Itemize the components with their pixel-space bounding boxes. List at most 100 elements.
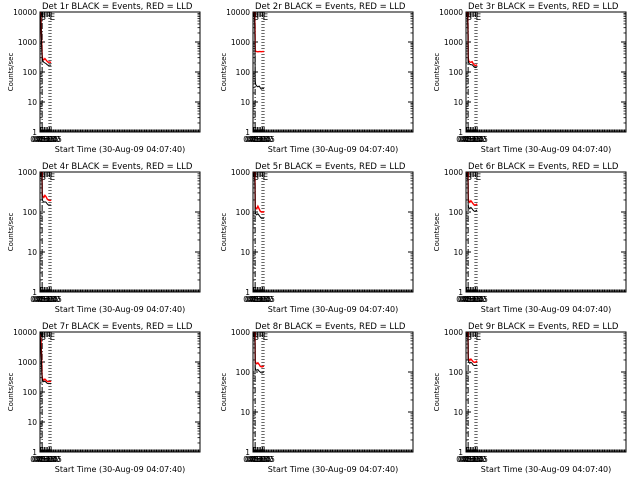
chart-title: Det 4r BLACK = Events, RED = LLD: [42, 162, 193, 172]
x-tick-label: 05:45: [40, 135, 62, 144]
start-marker: S: [40, 333, 46, 343]
chart-title: Det 3r BLACK = Events, RED = LLD: [468, 2, 619, 12]
x-tick-label: 05:00: [35, 135, 57, 144]
y-axis-label: Counts/sec: [220, 213, 228, 252]
y-axis-label: Counts/sec: [433, 213, 441, 252]
y-tick-label: 1: [32, 128, 37, 137]
y-tick-label: 100: [449, 368, 464, 377]
end-marker: E: [49, 333, 55, 343]
y-tick-label: 1: [458, 288, 463, 297]
end-marker: E: [475, 333, 481, 343]
chart-title: Det 2r BLACK = Events, RED = LLD: [255, 2, 406, 12]
x-tick-label: 04:15: [243, 455, 265, 464]
end-marker: E: [262, 173, 268, 183]
x-tick-label: 05:00: [35, 455, 57, 464]
y-tick-label: 100: [449, 68, 464, 77]
y-axis-label: Counts/sec: [433, 53, 441, 92]
end-marker: E: [49, 173, 55, 183]
y-axis-label: Counts/sec: [7, 53, 15, 92]
x-tick-label: 04:45: [34, 295, 56, 304]
x-axis-label: Start Time (30-Aug-09 04:07:40): [55, 305, 186, 314]
y-tick-label: 1000: [231, 328, 250, 337]
end-marker: E: [262, 13, 268, 23]
y-tick-label: 10: [27, 418, 37, 427]
y-axis-label: Counts/sec: [7, 373, 15, 412]
x-tick-label: 04:15: [456, 295, 478, 304]
start-marker: S: [253, 333, 259, 343]
y-tick-label: 10: [27, 248, 37, 257]
x-tick-label: 05:30: [252, 455, 274, 464]
y-tick-label: 100: [236, 208, 251, 217]
x-tick-label: 04:30: [32, 135, 54, 144]
det-chart-9: Det 9r BLACK = Events, RED = LLD 1 10 100 10…: [433, 322, 627, 474]
y-tick-label: 1000: [444, 328, 463, 337]
chart-title: Det 6r BLACK = Events, RED = LLD: [468, 162, 619, 172]
x-tick-label: 04:30: [245, 455, 267, 464]
end-marker: E: [262, 333, 268, 343]
y-tick-label: 10: [453, 408, 463, 417]
y-axis-label: Counts/sec: [7, 213, 15, 252]
x-tick-label: 05:45: [40, 295, 62, 304]
start-marker: S: [40, 173, 46, 183]
x-tick-label: 04:30: [458, 455, 480, 464]
x-tick-label: 05:15: [37, 135, 59, 144]
start-marker: S: [253, 173, 259, 183]
x-tick-label: 05:45: [253, 135, 275, 144]
x-tick-label: 04:45: [460, 455, 482, 464]
x-tick-label: 05:15: [37, 295, 59, 304]
y-tick-label: 1000: [231, 168, 250, 177]
y-tick-label: 10000: [226, 8, 250, 17]
x-tick-label: 05:30: [465, 135, 487, 144]
chart-title: Det 1r BLACK = Events, RED = LLD: [42, 2, 193, 12]
x-tick-label: 04:45: [247, 455, 269, 464]
start-marker: S: [466, 333, 472, 343]
x-tick-label: 04:15: [456, 135, 478, 144]
y-tick-label: 1: [245, 288, 250, 297]
y-tick-label: 100: [236, 368, 251, 377]
y-tick-label: 100: [23, 208, 38, 217]
x-tick-label: 05:15: [463, 135, 485, 144]
y-tick-label: 10: [453, 248, 463, 257]
x-tick-label: 04:45: [460, 295, 482, 304]
x-tick-label: 05:30: [252, 135, 274, 144]
x-tick-label: 04:30: [458, 295, 480, 304]
x-tick-label: 05:15: [250, 295, 272, 304]
x-tick-label: 05:45: [40, 455, 62, 464]
det-chart-1: Det 1r BLACK = Events, RED = LLD 1 10 100 10…: [7, 2, 201, 154]
x-tick-label: 05:30: [39, 295, 61, 304]
x-tick-label: 05:30: [39, 455, 61, 464]
x-tick-label: 05:45: [466, 135, 488, 144]
x-tick-label: 04:45: [34, 135, 56, 144]
x-tick-label: 04:15: [30, 295, 52, 304]
end-marker: E: [475, 13, 481, 23]
y-tick-label: 1000: [231, 38, 250, 47]
chart-title: Det 8r BLACK = Events, RED = LLD: [255, 322, 406, 332]
x-tick-label: 04:30: [32, 295, 54, 304]
y-tick-label: 1000: [18, 358, 37, 367]
series-line-events: [466, 172, 478, 212]
x-tick-label: 04:15: [30, 455, 52, 464]
y-tick-label: 10: [240, 98, 250, 107]
x-tick-label: 04:45: [247, 135, 269, 144]
series-line-events: [466, 332, 478, 366]
y-tick-label: 100: [449, 208, 464, 217]
det-chart-3: Det 3r BLACK = Events, RED = LLD 1 10 100 10…: [433, 2, 627, 154]
x-tick-label: 04:15: [30, 135, 52, 144]
series-line-events: [466, 12, 478, 69]
x-axis-label: Start Time (30-Aug-09 04:07:40): [268, 145, 399, 154]
series-line-events: [40, 334, 52, 385]
x-tick-label: 05:15: [463, 455, 485, 464]
x-axis-label: Start Time (30-Aug-09 04:07:40): [481, 465, 612, 474]
y-tick-label: 10000: [13, 8, 37, 17]
end-marker: E: [475, 173, 481, 183]
x-tick-label: 05:15: [250, 455, 272, 464]
x-axis-label: Start Time (30-Aug-09 04:07:40): [481, 145, 612, 154]
series-line-events: [253, 332, 265, 374]
start-marker: S: [466, 173, 472, 183]
x-tick-label: 04:30: [458, 135, 480, 144]
x-tick-label: 05:45: [466, 455, 488, 464]
x-tick-label: 05:30: [39, 135, 61, 144]
x-axis-label: Start Time (30-Aug-09 04:07:40): [268, 465, 399, 474]
y-tick-label: 100: [23, 388, 38, 397]
x-tick-label: 05:30: [465, 295, 487, 304]
